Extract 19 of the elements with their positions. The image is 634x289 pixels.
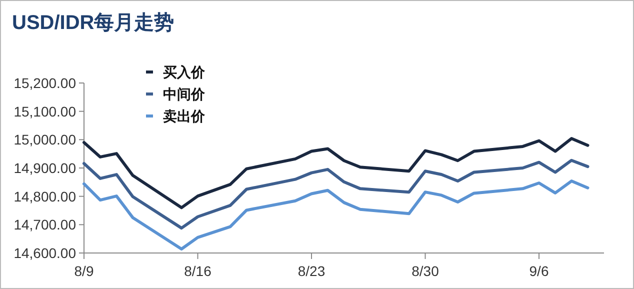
x-tick-label: 8/30 [412, 263, 440, 279]
y-tick-label: 14,600.00 [14, 245, 76, 261]
legend-label: 买入价 [163, 64, 206, 80]
y-tick-label: 14,900.00 [14, 160, 76, 176]
x-tick-label: 8/9 [74, 263, 94, 279]
y-tick-label: 14,700.00 [14, 216, 76, 233]
chart-title: USD/IDR每月走势 [12, 12, 174, 34]
legend-label: 卖出价 [163, 108, 206, 124]
y-tick-label: 15,000.00 [14, 132, 76, 148]
y-tick-label: 14,800.00 [14, 188, 76, 204]
line-series [82, 158, 590, 230]
line-series [82, 137, 590, 210]
x-tick-label: 9/6 [529, 263, 549, 279]
line-series [82, 180, 590, 251]
x-tick-label: 8/16 [184, 263, 212, 279]
x-tick-label: 8/23 [298, 263, 326, 279]
y-tick-label: 15,100.00 [14, 103, 76, 120]
y-tick-label: 15,200.00 [14, 75, 76, 91]
legend-label: 中间价 [163, 86, 206, 102]
